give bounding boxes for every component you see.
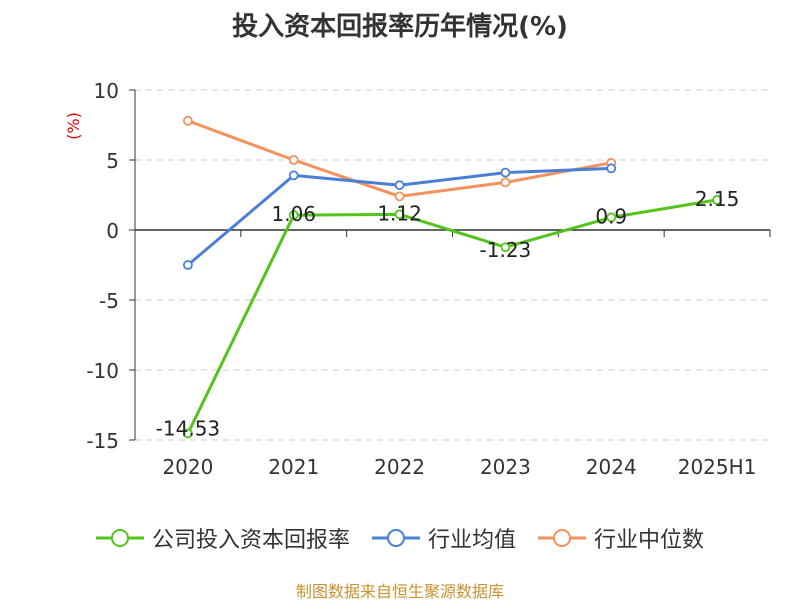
series-points bbox=[183, 115, 722, 439]
legend-item-company-roic[interactable]: 公司投入资本回报率 bbox=[95, 522, 350, 554]
legend-label: 行业均值 bbox=[427, 528, 516, 553]
data-label: -14.53 bbox=[156, 416, 220, 440]
x-tick-label: 2020 bbox=[162, 455, 213, 479]
data-label: 0.9 bbox=[595, 204, 627, 228]
data-point bbox=[606, 163, 617, 174]
source-note: 制图数据来自恒生聚源数据库 bbox=[295, 582, 504, 601]
data-point bbox=[288, 170, 299, 181]
data-label: 1.06 bbox=[271, 202, 316, 226]
y-tick-label: 10 bbox=[94, 79, 119, 103]
data-label: 1.12 bbox=[377, 201, 422, 225]
legend: 公司投入资本回报率 行业均值 行业中位数 bbox=[0, 522, 800, 554]
series-line bbox=[186, 198, 718, 435]
x-tick-label: 2021 bbox=[268, 455, 319, 479]
data-point bbox=[394, 180, 405, 191]
data-point bbox=[606, 212, 617, 223]
x-tick-label: 2022 bbox=[374, 455, 425, 479]
legend-label: 公司投入资本回报率 bbox=[151, 528, 350, 553]
data-point bbox=[183, 428, 193, 439]
legend-marker-blue bbox=[371, 529, 420, 547]
data-point bbox=[500, 177, 511, 188]
legend-marker-orange bbox=[538, 529, 586, 547]
data-point bbox=[288, 155, 299, 165]
data-point bbox=[500, 242, 511, 253]
data-point bbox=[183, 115, 193, 126]
legend-label: 行业中位数 bbox=[594, 528, 705, 553]
y-tick-label: -15 bbox=[86, 429, 119, 453]
data-point bbox=[394, 209, 405, 220]
data-point bbox=[712, 194, 722, 205]
data-point bbox=[500, 167, 511, 178]
y-tick-label: 0 bbox=[106, 219, 119, 243]
y-tick-label: -10 bbox=[86, 359, 119, 383]
line-chart: (%) 10 5 0 -5 -10 -15 2020 2021 2022 2023 2024 2025… bbox=[64, 79, 771, 479]
x-tick-label: 2023 bbox=[480, 455, 531, 479]
legend-marker-green bbox=[95, 529, 144, 547]
data-point bbox=[288, 210, 299, 221]
chart-title: 投入资本回报率历年情况(%) bbox=[232, 12, 568, 42]
data-labels: -14.53 1.06 1.12 -1.23 0.9 2.15 bbox=[156, 187, 740, 441]
x-tick-label: 2025H1 bbox=[678, 455, 757, 479]
data-point bbox=[394, 191, 405, 202]
series-lines bbox=[186, 119, 718, 435]
data-point bbox=[183, 260, 193, 270]
legend-item-industry-median[interactable]: 行业中位数 bbox=[538, 522, 704, 554]
data-label: 2.15 bbox=[695, 187, 740, 211]
x-tick-label: 2024 bbox=[586, 455, 637, 479]
legend-item-industry-mean[interactable]: 行业均值 bbox=[371, 522, 516, 554]
y-tick-label: -5 bbox=[99, 289, 119, 313]
tick-labels: 10 5 0 -5 -10 -15 2020 2021 2022 2023 2024 2025H1 bbox=[86, 79, 756, 479]
y-tick-label: 5 bbox=[106, 149, 119, 173]
axes bbox=[129, 89, 771, 441]
grid-lines bbox=[135, 89, 770, 441]
y-axis-label: (%) bbox=[64, 112, 83, 140]
data-label: -1.23 bbox=[480, 238, 532, 262]
